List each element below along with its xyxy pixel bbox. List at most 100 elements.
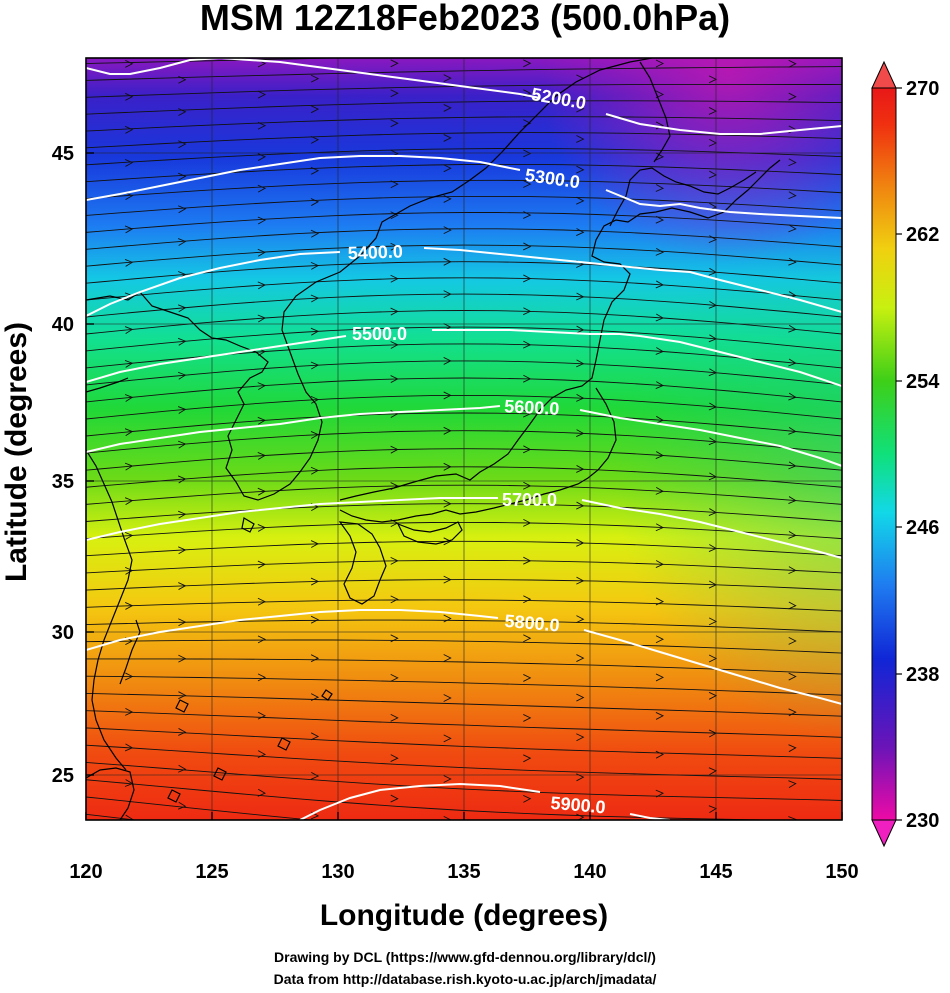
- wind-arrowhead: [576, 576, 585, 585]
- y-axis: 45 40 35 30 25 Latitude (degrees): [0, 143, 94, 787]
- wind-arrowhead: [576, 693, 585, 702]
- x-axis: 120 125 130 135 140 145 150 Longitude (d…: [69, 812, 859, 932]
- wind-arrowhead: [443, 195, 452, 203]
- wind-arrowhead: [258, 828, 266, 836]
- wind-arrowhead: [178, 582, 187, 590]
- wind-arrowhead: [709, 843, 717, 851]
- wind-arrowhead: [178, 75, 187, 84]
- wind-arrowhead: [390, 375, 399, 383]
- wind-arrowhead: [390, 274, 399, 283]
- wind-arrowhead: [311, 852, 318, 859]
- wind-arrowhead: [443, 537, 452, 546]
- wind-arrowhead: [124, 125, 134, 134]
- x-tick-label: 150: [825, 861, 858, 883]
- contour-label: 5600.0: [504, 396, 560, 419]
- wind-arrowhead: [788, 531, 797, 539]
- wind-arrowhead: [523, 180, 532, 188]
- wind-arrowhead: [257, 673, 267, 682]
- wind-arrowhead: [788, 92, 797, 101]
- colorbar-tick-label: 246: [906, 517, 939, 539]
- wind-arrowhead: [257, 750, 267, 759]
- wind-arrowhead: [443, 290, 452, 299]
- wind-arrowhead: [443, 499, 452, 508]
- contour-line-5400: [86, 247, 842, 317]
- y-axis-label: Latitude (degrees): [0, 322, 33, 582]
- wind-arrowhead: [576, 393, 585, 402]
- wind-arrowhead: [523, 445, 532, 454]
- x-tick-label: 120: [69, 861, 102, 883]
- colorbar-tick-label: 238: [906, 664, 939, 686]
- contour-line-5800: [86, 609, 842, 705]
- wind-arrowhead: [177, 440, 187, 449]
- wind-arrowhead: [443, 734, 452, 743]
- wind-arrowhead: [124, 225, 134, 234]
- wind-arrowhead: [124, 258, 134, 267]
- coastlines: [86, 58, 781, 820]
- wind-arrowhead: [125, 92, 134, 101]
- wind-arrowhead: [523, 409, 532, 418]
- wind-arrowhead: [576, 465, 585, 473]
- wind-arrowhead: [257, 524, 267, 532]
- graticule: [86, 58, 842, 820]
- wind-arrowhead: [523, 754, 532, 763]
- wind-arrowhead: [576, 654, 585, 662]
- wind-arrowhead: [523, 836, 530, 843]
- wind-arrowhead: [788, 358, 797, 367]
- contour-label: 5700.0: [502, 490, 557, 510]
- wind-arrowhead: [178, 728, 187, 736]
- wind-arrowhead: [390, 595, 399, 604]
- wind-arrowhead: [788, 601, 797, 610]
- wind-arrowhead: [523, 674, 532, 682]
- wind-arrowhead: [655, 90, 665, 99]
- wind-arrowhead: [124, 326, 134, 334]
- wind-arrowhead: [788, 672, 797, 681]
- wind-arrowhead: [390, 59, 399, 68]
- wind-arrowhead: [124, 566, 134, 575]
- wind-arrowhead: [177, 337, 187, 346]
- wind-arrowhead: [257, 153, 267, 161]
- wind-arrowhead: [177, 238, 187, 246]
- contour-label: 5900.0: [550, 793, 607, 818]
- wind-arrowhead: [655, 712, 665, 720]
- wind-arrowhead: [576, 325, 585, 334]
- contour-line-5500: [86, 329, 842, 387]
- wind-arrowhead: [257, 281, 267, 290]
- wind-arrowhead: [841, 827, 849, 835]
- wind-arrowhead: [257, 90, 267, 99]
- wind-arrowhead: [310, 693, 320, 702]
- wind-arrowhead: [443, 357, 452, 365]
- wind-arrowhead: [443, 575, 452, 584]
- wind-arrowhead: [310, 261, 320, 270]
- wind-arrowhead: [257, 711, 267, 720]
- wind-arrowhead: [257, 314, 267, 323]
- wind-arrowhead: [257, 635, 267, 644]
- wind-arrowhead: [178, 108, 187, 116]
- wind-arrowhead: [523, 340, 532, 349]
- wind-arrowhead: [443, 614, 452, 623]
- colorbar-over-triangle: [871, 60, 897, 89]
- wind-arrowhead: [177, 304, 187, 313]
- wind-arrowhead: [310, 327, 320, 336]
- wind-arrowhead: [655, 59, 665, 68]
- wind-arrowhead: [310, 732, 320, 741]
- wind-arrowhead: [576, 429, 585, 438]
- wind-arrowhead: [443, 426, 452, 435]
- streamline: [86, 796, 316, 820]
- wind-arrowhead: [443, 462, 452, 471]
- wind-arrowhead: [390, 794, 399, 803]
- contour-line-5300: [86, 155, 842, 219]
- y-tick-label: 30: [52, 622, 74, 644]
- wind-arrowhead: [257, 452, 267, 460]
- wind-arrowhead: [178, 172, 187, 181]
- wind-arrowhead: [788, 461, 797, 470]
- wind-arrowhead: [257, 216, 267, 225]
- wind-arrowhead: [576, 615, 585, 624]
- wind-arrowhead: [655, 121, 665, 130]
- wind-arrowhead: [178, 510, 187, 519]
- wind-arrowhead: [310, 771, 320, 780]
- wind-arrowhead: [178, 618, 187, 627]
- wind-arrowhead: [523, 794, 532, 803]
- wind-arrowhead: [310, 198, 320, 206]
- wind-arrowhead: [390, 556, 399, 565]
- wind-arrowhead: [390, 242, 399, 251]
